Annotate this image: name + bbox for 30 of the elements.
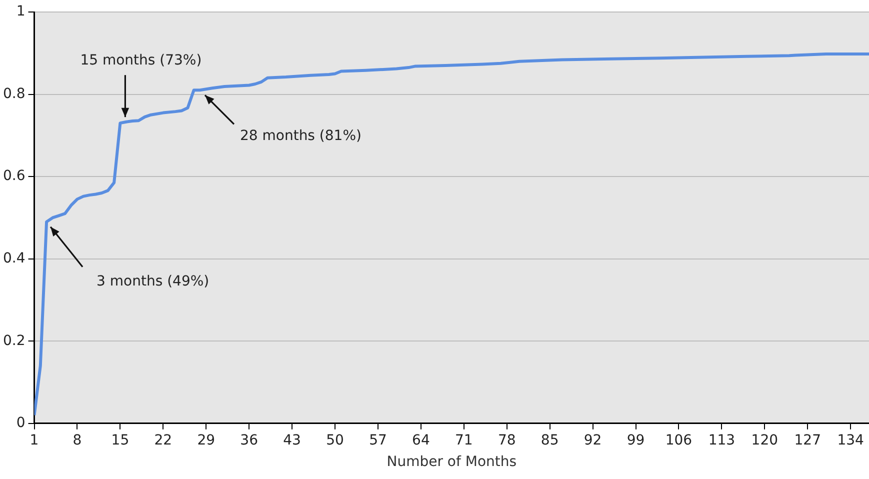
x-tick-label: 8 (72, 432, 82, 448)
y-tick-label: 1 (16, 4, 26, 20)
y-tick-label: 0.6 (3, 168, 26, 184)
y-tick-label: 0.2 (3, 332, 26, 349)
y-tick-label: 0.8 (3, 86, 26, 102)
x-tick-label: 29 (197, 432, 216, 448)
x-tick-label: 43 (283, 432, 301, 448)
x-tick-label: 99 (626, 432, 645, 448)
x-tick-label: 106 (665, 432, 692, 448)
x-tick-label: 134 (837, 432, 864, 448)
annotation: 28 months (81%) (240, 128, 362, 144)
annotation: 3 months (49%) (96, 273, 210, 290)
x-tick-label: 50 (326, 432, 344, 448)
annotation: 15 months (73%) (80, 52, 202, 69)
x-tick-label: 113 (708, 432, 736, 448)
x-tick-label: 78 (498, 432, 516, 448)
y-tick-label: 0 (16, 415, 26, 432)
x-tick-label: 1 (30, 432, 39, 448)
x-tick-label: 36 (240, 432, 258, 448)
x-tick-label: 57 (369, 432, 387, 448)
x-tick-label: 120 (751, 432, 778, 448)
x-axis-title: Number of Months (386, 454, 517, 470)
x-tick-label: 22 (154, 432, 172, 448)
x-tick-label: 64 (412, 432, 430, 448)
y-tick-label: 0.4 (3, 250, 26, 266)
x-tick-label: 127 (794, 432, 821, 448)
x-tick-label: 71 (454, 432, 473, 448)
x-tick-label: 15 (111, 432, 130, 448)
x-tick-label: 85 (540, 432, 559, 448)
x-tick-label: 92 (584, 432, 602, 448)
